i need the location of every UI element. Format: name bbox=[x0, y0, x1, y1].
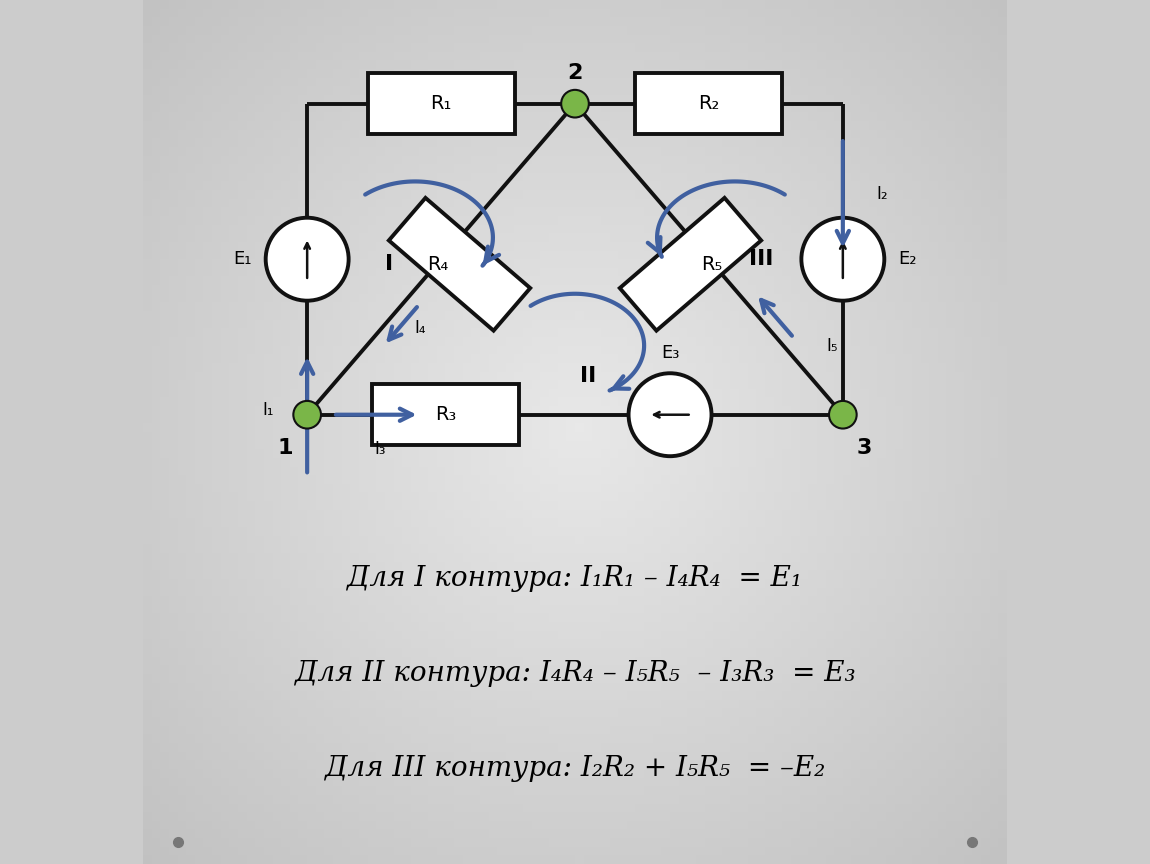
Text: R₂: R₂ bbox=[698, 94, 720, 113]
Text: I₃: I₃ bbox=[375, 441, 386, 458]
Circle shape bbox=[629, 373, 712, 456]
Text: R₅: R₅ bbox=[702, 255, 722, 274]
Text: Для I контура: I₁R₁ – I₄R₄  = E₁: Для I контура: I₁R₁ – I₄R₄ = E₁ bbox=[347, 565, 803, 593]
Text: E₁: E₁ bbox=[233, 251, 252, 268]
Text: E₃: E₃ bbox=[661, 344, 680, 361]
Text: R₃: R₃ bbox=[435, 405, 457, 424]
Text: I₅: I₅ bbox=[827, 338, 838, 355]
Circle shape bbox=[802, 218, 884, 301]
Text: I: I bbox=[385, 253, 393, 274]
Text: 3: 3 bbox=[857, 437, 872, 458]
Polygon shape bbox=[368, 73, 514, 134]
Circle shape bbox=[561, 90, 589, 118]
Polygon shape bbox=[636, 73, 782, 134]
Text: Для III контура: I₂R₂ + I₅R₅  = –E₂: Для III контура: I₂R₂ + I₅R₅ = –E₂ bbox=[325, 755, 826, 783]
Circle shape bbox=[266, 218, 348, 301]
Text: E₂: E₂ bbox=[898, 251, 917, 268]
Polygon shape bbox=[620, 198, 761, 331]
Text: III: III bbox=[749, 249, 773, 270]
Text: II: II bbox=[580, 365, 596, 386]
Text: I₄: I₄ bbox=[414, 319, 426, 337]
Text: R₄: R₄ bbox=[428, 255, 448, 274]
Polygon shape bbox=[389, 198, 530, 331]
Text: I₂: I₂ bbox=[876, 186, 888, 203]
Polygon shape bbox=[371, 384, 519, 445]
Text: 1: 1 bbox=[278, 437, 293, 458]
Circle shape bbox=[829, 401, 857, 429]
Text: I₁: I₁ bbox=[262, 402, 274, 419]
Text: R₁: R₁ bbox=[430, 94, 452, 113]
Text: Для II контура: I₄R₄ – I₅R₅  – I₃R₃  = E₃: Для II контура: I₄R₄ – I₅R₅ – I₃R₃ = E₃ bbox=[294, 660, 856, 688]
Text: 2: 2 bbox=[567, 63, 583, 84]
Circle shape bbox=[293, 401, 321, 429]
